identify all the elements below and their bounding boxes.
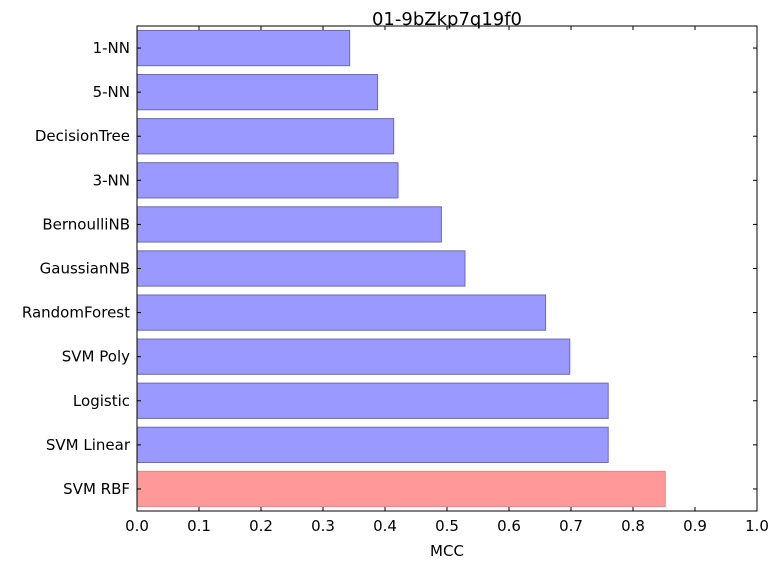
- bar-1-nn: [136, 29, 351, 67]
- y-tick-label-svm-rbf: SVM RBF: [63, 480, 130, 498]
- x-axis-label: MCC: [430, 542, 464, 560]
- x-tick-label: 0.8: [621, 517, 645, 535]
- x-tick-label: 0.6: [497, 517, 521, 535]
- y-tick-label-bernoullinb: BernoulliNB: [42, 215, 130, 233]
- x-tick-label: 0.2: [249, 517, 273, 535]
- bar-svm-rbf: [136, 470, 666, 508]
- x-tick-label: 1.0: [745, 517, 769, 535]
- bar-svm-linear: [136, 426, 609, 463]
- y-tick-label-logistic: Logistic: [73, 392, 130, 410]
- y-tick-label-svm-linear: SVM Linear: [46, 436, 131, 454]
- y-tick-label-gaussiannb: GaussianNB: [40, 260, 130, 278]
- x-tick-label: 0.7: [559, 517, 583, 535]
- y-tick-label-5-nn: 5-NN: [93, 83, 130, 101]
- x-tick-label: 0.9: [683, 517, 707, 535]
- x-tick-label: 0.5: [435, 517, 459, 535]
- bar-bernoullinb: [136, 206, 442, 243]
- y-axis-ticks: 1-NN 5-NN DecisionTree 3-NN BernoulliNB Gauss…: [22, 39, 757, 498]
- x-tick-label: 0.1: [187, 517, 211, 535]
- x-axis-ticks: 0.0 0.1 0.2 0.3 0.4 0.5 0.6 0.7 0.8 0.9 1.0: [125, 26, 769, 535]
- bar-3-nn: [136, 162, 399, 199]
- bar-logistic: [136, 382, 609, 419]
- x-tick-label: 0.3: [311, 517, 335, 535]
- y-tick-label-decisiontree: DecisionTree: [35, 127, 130, 145]
- y-tick-label-randomforest: RandomForest: [22, 304, 130, 322]
- x-tick-label: 0.4: [373, 517, 397, 535]
- y-tick-label-1-nn: 1-NN: [93, 39, 130, 57]
- y-tick-label-svm-poly: SVM Poly: [62, 348, 130, 366]
- bars-group: [136, 29, 666, 508]
- bar-svm-poly: [136, 338, 571, 375]
- bar-gaussiannb: [136, 250, 466, 287]
- y-tick-label-3-nn: 3-NN: [93, 171, 130, 189]
- x-tick-label: 0.0: [125, 517, 149, 535]
- bar-5-nn: [136, 74, 379, 111]
- chart-title: 01-9bZkp7q19f0: [372, 9, 522, 30]
- bar-decisiontree: [136, 118, 395, 155]
- bar-randomforest: [136, 294, 547, 331]
